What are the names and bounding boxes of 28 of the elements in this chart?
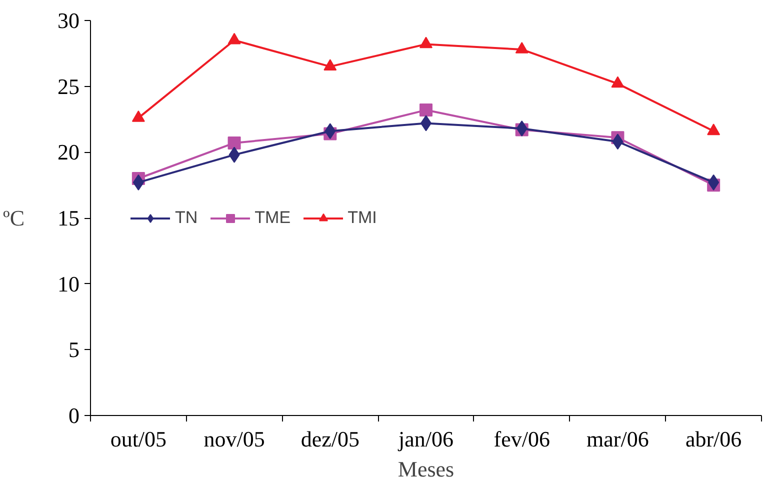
y-tick-label: 20 <box>58 140 80 165</box>
x-tick-label: out/05 <box>110 426 167 452</box>
x-tick-label: jan/06 <box>398 426 454 452</box>
x-tick-label: dez/05 <box>300 426 360 452</box>
y-tick-label: 0 <box>68 403 80 428</box>
point <box>228 136 241 150</box>
y-tick-label: 30 <box>58 8 80 33</box>
y-tick-label: 10 <box>58 271 80 296</box>
point <box>707 124 720 136</box>
y-tick-label: 5 <box>68 337 80 362</box>
legend-label: TME <box>254 208 291 228</box>
x-axis-title: Meses <box>398 456 454 482</box>
point <box>228 32 241 44</box>
x-tick-label: nov/05 <box>204 426 265 452</box>
y-tick-label: 25 <box>58 74 80 99</box>
y-axis-title: ºC <box>3 206 25 230</box>
point <box>420 36 432 48</box>
point <box>132 110 145 122</box>
x-tick-label: fev/06 <box>494 426 550 452</box>
point <box>515 42 528 54</box>
legend-label: TMI <box>348 208 377 228</box>
x-tick-label: mar/06 <box>586 426 649 452</box>
legend-label: TN <box>175 208 198 228</box>
point <box>611 76 624 88</box>
point <box>324 59 337 71</box>
y-tick-label: 15 <box>58 206 80 230</box>
x-tick-label: abr/06 <box>685 426 742 452</box>
point <box>420 104 432 117</box>
